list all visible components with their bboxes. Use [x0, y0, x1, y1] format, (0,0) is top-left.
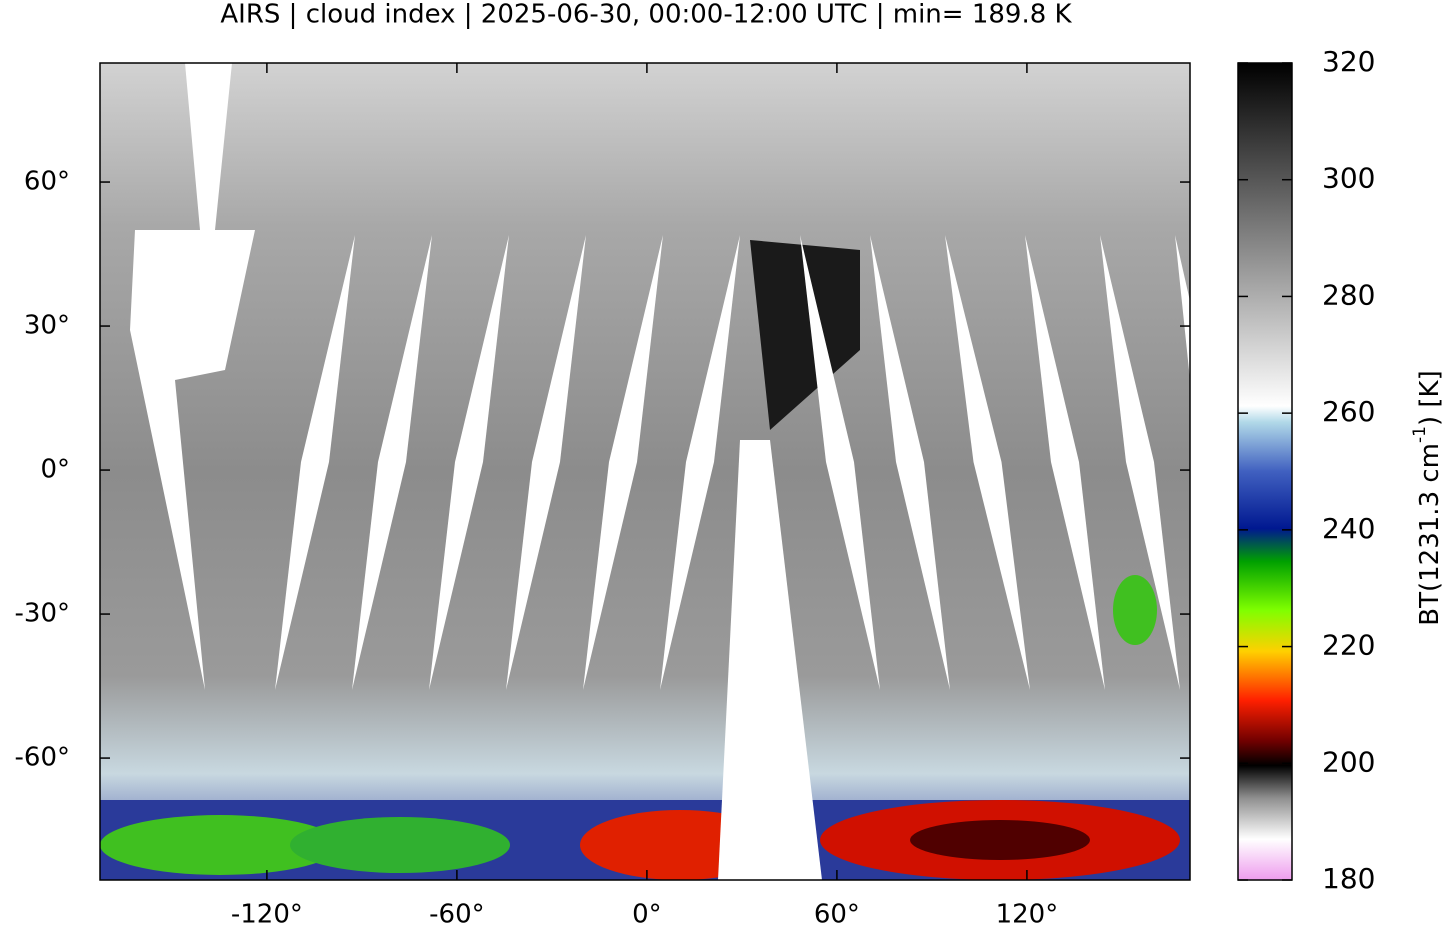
colorbar-tick-label: 300	[1322, 162, 1375, 195]
data-gap	[275, 235, 355, 690]
data-gap	[1100, 235, 1180, 690]
data-gap	[945, 235, 1030, 690]
title: AIRS | cloud index | 2025-06-30, 00:00-1…	[220, 0, 1072, 30]
colorbar-label-sup: -1	[1410, 426, 1430, 443]
colorbar-tick-label: 240	[1322, 512, 1375, 545]
y-tick-label: 30°	[24, 311, 70, 341]
data-gap	[800, 235, 880, 690]
colorbar-tick-label: 220	[1322, 629, 1375, 662]
y-tick-label: 60°	[24, 167, 70, 197]
map-image	[100, 63, 1190, 880]
data-gap	[352, 235, 432, 690]
data-gap	[1175, 235, 1190, 380]
colorbar-label-main: BT(1231.3 cm	[1415, 443, 1442, 626]
cold-cloud	[290, 817, 510, 873]
y-tick-label: 0°	[40, 455, 70, 485]
data-gap	[660, 235, 740, 690]
map-background	[100, 63, 1190, 880]
colorbar-tick-label: 320	[1322, 45, 1375, 78]
data-gap	[870, 235, 950, 690]
map-frame	[99, 62, 1191, 881]
colorbar-label: BT(1231.3 cm-1) [K]	[1410, 370, 1442, 625]
data-gap	[583, 235, 663, 690]
y-tick-label: -30°	[15, 599, 70, 629]
colorbar-label-end: ) [K]	[1415, 370, 1442, 426]
y-tick-label: -60°	[15, 743, 70, 773]
hot-region	[750, 240, 860, 430]
data-gap	[130, 63, 255, 690]
data-gap	[718, 440, 822, 880]
cold-cloud	[100, 815, 340, 875]
data-gap	[429, 235, 509, 690]
colorbar-tick-label: 180	[1322, 862, 1375, 895]
x-tick-label: -120°	[231, 900, 303, 930]
data-gap	[506, 235, 586, 690]
colorbar-tick-label: 280	[1322, 278, 1375, 311]
x-tick-label: 60°	[814, 900, 860, 930]
x-tick-label: 120°	[996, 900, 1059, 930]
colorbar	[1237, 62, 1293, 881]
x-tick-label: 0°	[632, 900, 662, 930]
colorbar-tick-label: 200	[1322, 745, 1375, 778]
cold-cloud	[910, 820, 1090, 860]
colorbar-tick-label: 260	[1322, 395, 1375, 428]
x-tick-label: -60°	[429, 900, 484, 930]
cold-cloud	[1113, 575, 1157, 645]
data-gap	[1025, 235, 1105, 690]
